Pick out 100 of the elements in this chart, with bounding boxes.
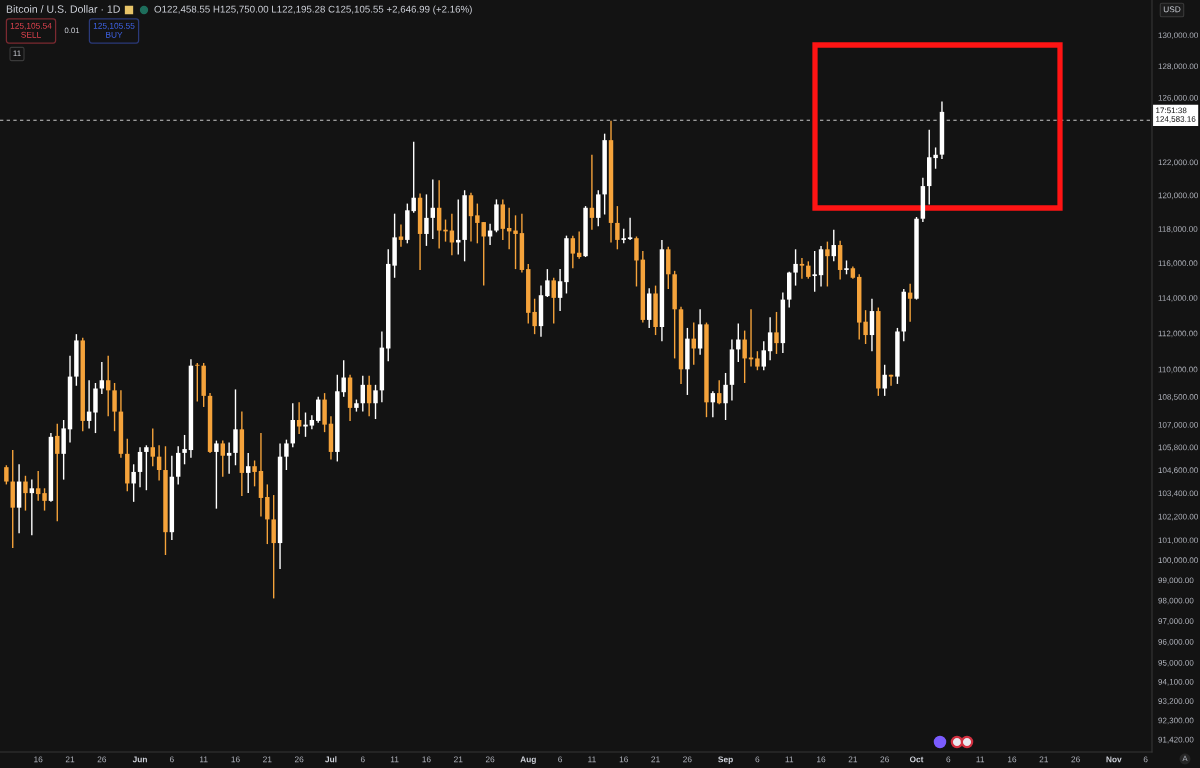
candlestick bbox=[863, 309, 868, 345]
x-tick-label: 11 bbox=[199, 756, 208, 763]
candlestick bbox=[182, 434, 187, 465]
x-tick-label: 11 bbox=[785, 756, 794, 763]
candlestick bbox=[691, 321, 696, 366]
x-tick-label: 26 bbox=[485, 756, 495, 763]
y-tick-label: 101,000.00 bbox=[1158, 537, 1198, 545]
x-tick-label: Sep bbox=[718, 756, 733, 764]
candlestick bbox=[175, 445, 181, 486]
candlestick bbox=[634, 235, 639, 288]
x-tick-label: 16 bbox=[817, 756, 826, 763]
candlestick bbox=[144, 444, 149, 491]
x-tick-label: 11 bbox=[390, 756, 399, 763]
y-tick-label: 93,200.00 bbox=[1158, 698, 1194, 705]
candlestick bbox=[468, 192, 474, 243]
y-tick-label: 98,000.00 bbox=[1158, 597, 1194, 605]
x-tick-label: 26 bbox=[294, 756, 304, 763]
x-tick-label: 6 bbox=[558, 756, 563, 763]
x-tick-label: 21 bbox=[65, 756, 75, 763]
chart-title: Bitcoin / U.S. Dollar · 1D bbox=[6, 5, 120, 13]
candlestick bbox=[742, 329, 747, 384]
candlestick bbox=[150, 427, 155, 467]
x-tick-label: 21 bbox=[263, 756, 272, 763]
text: USD bbox=[1163, 6, 1181, 13]
candlestick bbox=[4, 464, 9, 486]
y-tick-label: 91,420.00 bbox=[1158, 736, 1194, 744]
x-tick-label: 6 bbox=[169, 756, 174, 763]
x-tick-label: 16 bbox=[231, 756, 240, 763]
candlestick bbox=[226, 441, 232, 475]
candlestick bbox=[55, 423, 60, 523]
candlestick bbox=[29, 478, 35, 536]
candlestick bbox=[99, 361, 105, 395]
candlestick bbox=[424, 193, 429, 247]
candlestick bbox=[793, 248, 798, 287]
candlestick bbox=[296, 401, 302, 435]
candlestick bbox=[551, 277, 556, 325]
x-tick-label: 16 bbox=[619, 756, 628, 763]
candlestick bbox=[532, 298, 537, 335]
candlestick bbox=[767, 316, 773, 361]
x-tick-label: 6 bbox=[755, 756, 760, 763]
x-tick-label: 6 bbox=[360, 756, 365, 763]
x-tick-label: 26 bbox=[880, 756, 889, 763]
annotation: BUY bbox=[106, 31, 123, 38]
x-tick-label: 21 bbox=[1039, 756, 1049, 763]
annotation: 125,105.55 bbox=[93, 22, 135, 30]
x-tick-label: 21 bbox=[454, 756, 463, 763]
candlestick bbox=[755, 350, 760, 371]
y-tick-label: 97,000.00 bbox=[1158, 618, 1194, 625]
candlestick bbox=[882, 364, 887, 397]
candlestick bbox=[131, 463, 136, 503]
y-tick-label: 120,000.00 bbox=[1158, 192, 1198, 200]
candlestick bbox=[570, 234, 576, 269]
candlestick bbox=[615, 205, 620, 251]
candlestick bbox=[545, 268, 550, 298]
ref-line-label: 17:51:38 124,583.16 bbox=[1156, 107, 1196, 123]
candlestick bbox=[112, 382, 117, 432]
y-tick-label: 104,600.00 bbox=[1158, 467, 1198, 474]
y-tick-label: 114,000.00 bbox=[1158, 295, 1198, 302]
candlestick bbox=[265, 483, 270, 545]
candlestick bbox=[812, 250, 817, 293]
y-tick-label: 95,000.00 bbox=[1158, 659, 1194, 667]
candlestick bbox=[23, 475, 28, 512]
candlestick bbox=[723, 372, 728, 421]
candlestick bbox=[869, 298, 875, 352]
candlestick bbox=[888, 374, 894, 387]
y-tick-label: 102,200.00 bbox=[1158, 513, 1198, 521]
candlestick bbox=[761, 340, 766, 371]
annotation: O122,458.55 H125,750.00 L122,195.28 C125,105.55 +2,646.99 (+2.16%) bbox=[154, 5, 472, 15]
x-tick-label: 21 bbox=[651, 756, 660, 763]
candlestick bbox=[373, 384, 378, 420]
y-tick-label: 100,000.00 bbox=[1158, 557, 1198, 564]
x-tick-label: 26 bbox=[1071, 756, 1080, 763]
x-tick-label: Jul bbox=[325, 756, 337, 763]
y-tick-label: 126,000.00 bbox=[1158, 94, 1198, 102]
y-tick-label: 128,000.00 bbox=[1158, 63, 1198, 71]
x-tick-label: Oct bbox=[909, 756, 924, 763]
y-tick-label: 116,000.00 bbox=[1158, 260, 1198, 268]
candlestick bbox=[245, 452, 251, 494]
x-tick-label: 6 bbox=[1143, 756, 1148, 763]
y-tick-label: 96,000.00 bbox=[1158, 638, 1194, 646]
y-tick-label: 99,000.00 bbox=[1158, 577, 1194, 585]
y-tick-label: 108,500.00 bbox=[1158, 394, 1198, 401]
annotation: 11 bbox=[13, 50, 21, 57]
candlestick bbox=[774, 311, 779, 355]
x-tick-label: 21 bbox=[848, 756, 858, 763]
y-tick-label: 94,100.00 bbox=[1158, 678, 1194, 686]
y-tick-label: 118,000.00 bbox=[1158, 226, 1198, 233]
candlestick bbox=[627, 217, 633, 241]
x-tick-label: 16 bbox=[422, 756, 431, 763]
candlestick bbox=[271, 494, 276, 600]
candlestick bbox=[436, 179, 442, 250]
x-tick-label: 11 bbox=[588, 756, 596, 763]
candlestick bbox=[736, 322, 741, 363]
annotation: SELL bbox=[21, 31, 41, 38]
candlestick bbox=[233, 388, 238, 466]
y-tick-label: 110,000.00 bbox=[1158, 366, 1198, 374]
x-tick-label: 26 bbox=[683, 756, 692, 763]
x-tick-label: 16 bbox=[1007, 756, 1017, 763]
annotation: 125,105.54 bbox=[10, 22, 52, 30]
y-tick-label: 105,800.00 bbox=[1158, 444, 1198, 452]
